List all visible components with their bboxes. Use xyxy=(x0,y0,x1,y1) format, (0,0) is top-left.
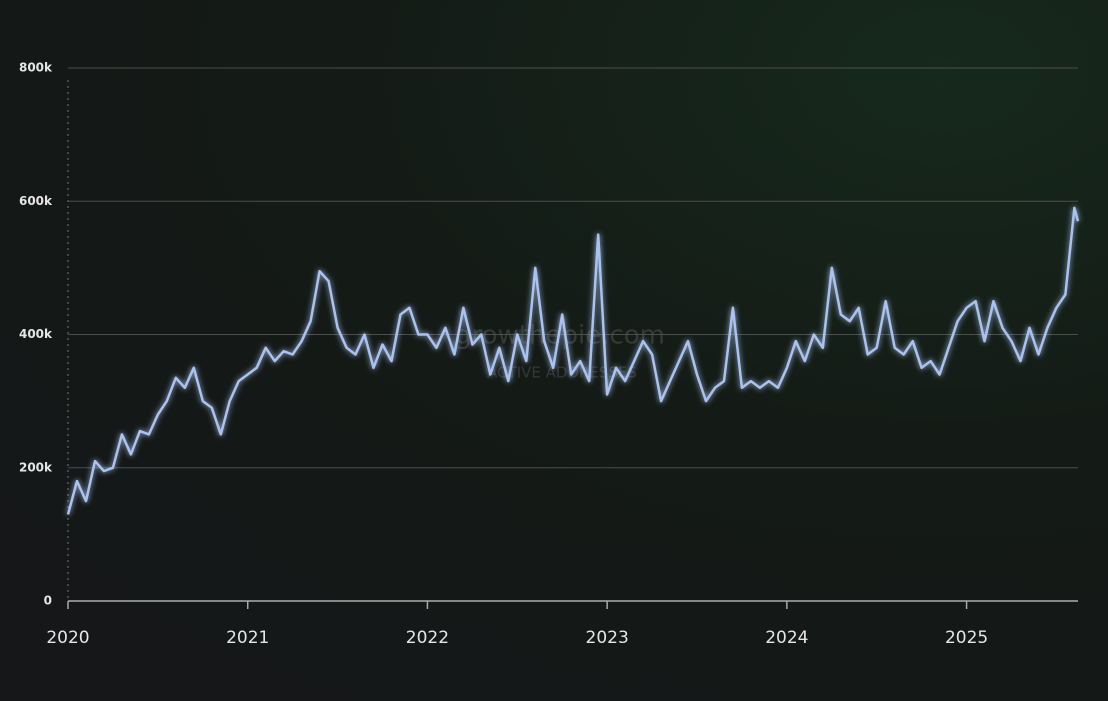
y-tick-label: 600k xyxy=(19,194,53,208)
watermark-subtitle: ACTIVE ADDRESSES xyxy=(487,364,637,382)
data-line xyxy=(66,206,1080,515)
x-tick-label: 2020 xyxy=(46,628,89,648)
y-tick-label: 800k xyxy=(19,61,53,75)
y-tick-label: 200k xyxy=(19,460,53,474)
y-tick-label: 400k xyxy=(19,327,53,341)
x-tick-label: 2021 xyxy=(226,628,269,648)
x-tick-label: 2024 xyxy=(765,628,808,648)
x-tick-label: 2022 xyxy=(406,628,449,648)
x-tick-label: 2023 xyxy=(586,628,629,648)
y-tick-label: 0 xyxy=(44,594,52,608)
x-tick-label: 2025 xyxy=(945,628,988,648)
